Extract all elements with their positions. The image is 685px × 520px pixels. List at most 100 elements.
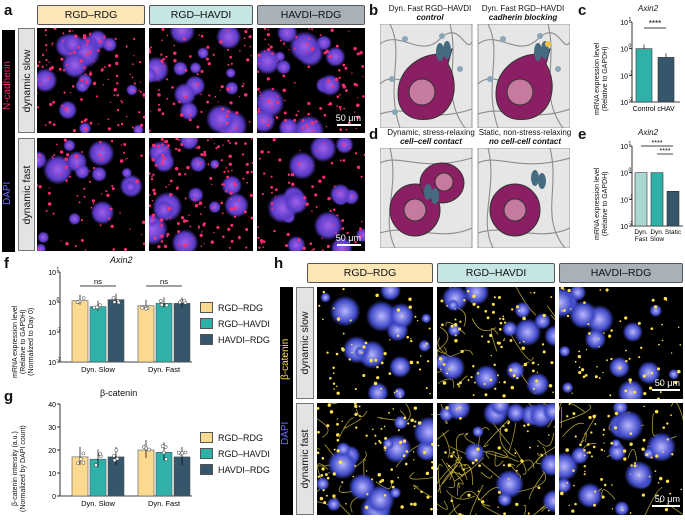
g-xtick: Dyn. Slow xyxy=(81,499,115,508)
f-bar xyxy=(89,306,107,363)
g-legend: RGD–RDG RGD–HAVDI HAVDI–RDG xyxy=(200,432,270,475)
a-stain-dapi: DAPI xyxy=(2,181,13,205)
h-row-slow: dynamic slow xyxy=(296,287,314,399)
a-cond-3: HAVDI–RDG xyxy=(257,5,365,25)
f-point xyxy=(140,305,145,310)
g-ylabel: β-catenin intensity (a.u.) (Normalized b… xyxy=(12,425,27,512)
h-img-1-1 xyxy=(317,287,433,399)
e-bar xyxy=(634,172,648,227)
f-y-tick: 10 xyxy=(48,330,56,337)
f-xtick: Dyn. Slow xyxy=(81,365,115,374)
h-stain-bcat: β-catenin xyxy=(280,338,291,380)
g-point xyxy=(112,458,117,463)
f-y-tick: 10 xyxy=(48,360,56,367)
panel-label-h: h xyxy=(274,255,284,272)
f-y-tick: 10 xyxy=(48,300,56,307)
g-gene: β-catenin xyxy=(100,388,138,398)
panel-label-c: c xyxy=(578,2,587,19)
d-sub-1: cell–cell contact xyxy=(400,137,462,146)
e-gene: Axin2 xyxy=(638,128,659,137)
c-y-tick-exp: 0 xyxy=(629,44,632,50)
d-title-1: Dynamic, stress-relaxing xyxy=(387,128,475,137)
e-xtick: Fast xyxy=(635,236,648,243)
a-cond-2: RGD–HAVDI xyxy=(149,5,253,25)
g-point xyxy=(81,460,86,465)
f-xtick: Dyn. Fast xyxy=(148,365,181,374)
f-gene: Axin2 xyxy=(110,255,133,265)
c-xtick: Control xyxy=(633,106,656,113)
e-y-tick: 10 xyxy=(620,171,628,178)
h-img-2-1 xyxy=(317,403,433,515)
b-sub-1: control xyxy=(416,13,444,22)
f-y-tick-exp: 1 xyxy=(57,267,60,273)
f-point xyxy=(75,300,80,304)
c-bar xyxy=(635,48,653,103)
e-sig-1: **** xyxy=(652,140,663,147)
e-y-tick-exp: -2 xyxy=(629,221,634,227)
g-point xyxy=(94,463,98,468)
f-point xyxy=(159,303,164,307)
a-stain-ncad: N-cadherin xyxy=(2,61,13,110)
b-title-1: Dyn. Fast RGD–HAVDI xyxy=(388,4,472,13)
f-y-tick-exp: -2 xyxy=(57,357,62,363)
a-stain-bar xyxy=(2,30,15,252)
f-y-tick: 10 xyxy=(48,270,56,277)
c-y-tick-exp: 1 xyxy=(629,17,632,23)
a-img-2-2 xyxy=(149,138,253,251)
f-point xyxy=(144,306,148,311)
f-bar xyxy=(137,305,155,363)
a-scalebar-1: 50 μm xyxy=(325,113,361,126)
g-ytick: 40 xyxy=(48,402,56,409)
f-point xyxy=(112,300,117,304)
f-sig: ns xyxy=(94,277,102,286)
panel-label-b: b xyxy=(369,2,379,19)
f-bar xyxy=(107,299,125,363)
h-scalebar-1: 50 μm xyxy=(640,378,680,391)
g-ytick: 10 xyxy=(48,471,56,478)
e-y-tick-exp: 1 xyxy=(629,141,632,147)
f-ylabel: mRNA expression level (Relative to GAPDH… xyxy=(12,305,35,378)
h-stain-dapi: DAPI xyxy=(280,421,291,445)
c-y-tick-exp: -2 xyxy=(629,97,634,103)
a-img-1-3 xyxy=(257,28,365,133)
chart-e: 10 110 010-110 -2Dyn.FastDyn.SlowStatic****… xyxy=(620,140,683,243)
f-bar xyxy=(71,300,89,363)
a-scalebar-2: 50 μm xyxy=(325,233,361,246)
b-schematic xyxy=(380,24,570,128)
h-cond-1: RGD–RDG xyxy=(307,263,433,283)
f-point xyxy=(164,303,169,308)
h-row-fast: dynamic fast xyxy=(296,403,314,515)
h-cond-2: RGD–HAVDI xyxy=(437,263,555,283)
b-sub-2: cadherin blocking xyxy=(488,13,558,22)
panel-label-e: e xyxy=(578,126,587,143)
g-point xyxy=(78,457,83,461)
a-cond-1: RGD–RDG xyxy=(37,5,145,25)
e-y-tick: 10 xyxy=(620,144,628,151)
c-y-tick: 10 xyxy=(620,73,628,80)
e-bar xyxy=(650,172,664,227)
f-point xyxy=(111,296,116,300)
g-point xyxy=(160,444,165,449)
g-point xyxy=(164,457,169,462)
g-point xyxy=(183,450,188,455)
a-img-2-1 xyxy=(37,138,145,251)
e-bar xyxy=(666,191,680,227)
f-point xyxy=(182,298,187,303)
c-y-tick: 10 xyxy=(620,100,628,107)
h-img-1-3 xyxy=(559,287,683,399)
g-point xyxy=(161,450,166,455)
a-img-1-2 xyxy=(149,28,253,133)
c-y-tick-exp: -1 xyxy=(629,70,634,76)
g-point xyxy=(114,448,119,453)
e-xtick: Dyn. xyxy=(634,229,648,236)
f-point xyxy=(177,300,182,305)
h-img-1-2 xyxy=(437,287,555,399)
d-title-2: Static, non-stress-relaxing xyxy=(478,128,572,137)
e-xtick: Static xyxy=(665,229,682,236)
h-cond-3: HAVDI–RDG xyxy=(559,263,683,283)
g-point xyxy=(81,451,86,456)
f-sig: ns xyxy=(160,277,168,286)
g-ytick: 20 xyxy=(48,448,56,455)
e-ylabel: mRNA expression level (Relative to GAPDH… xyxy=(594,167,609,240)
